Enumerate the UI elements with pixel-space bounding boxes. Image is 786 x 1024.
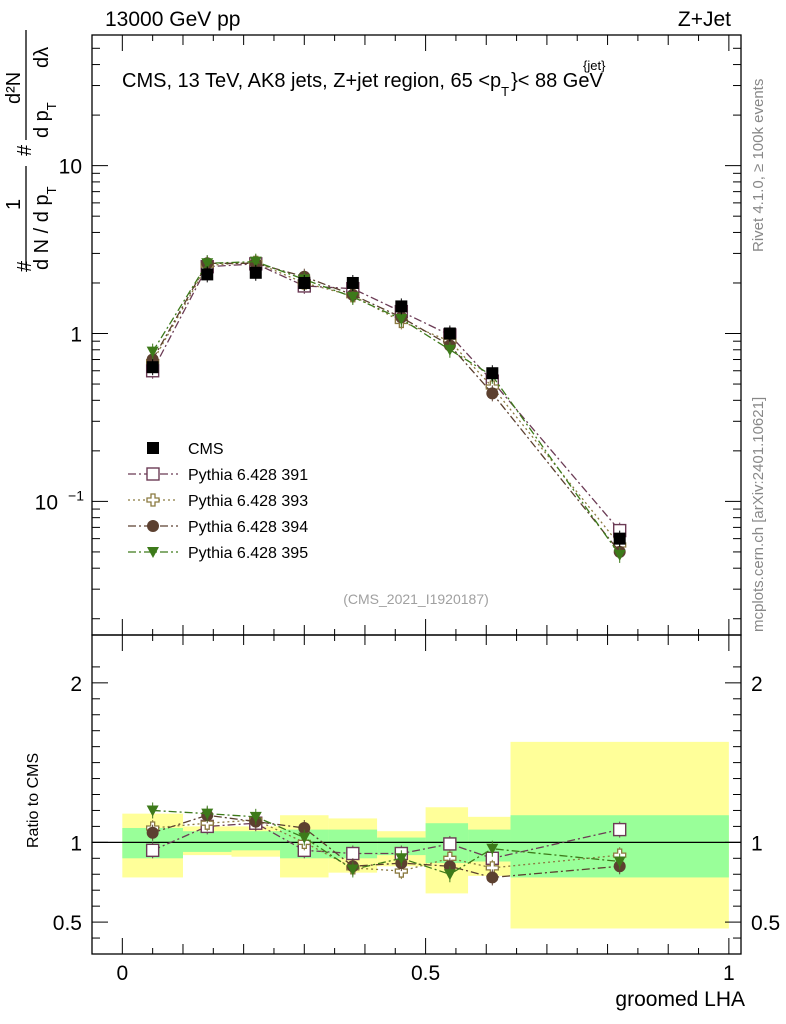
mcplots-label: mcplots.cern.ch [arXiv:2401.10621] bbox=[750, 397, 767, 632]
main-title: CMS, 13 TeV, AK8 jets, Z+jet region, 65 … bbox=[122, 70, 603, 99]
main-y-tick-label: 1 bbox=[70, 324, 82, 347]
legend: CMS Pythia 6.428 391 Pythia 6.428 393 Pythi… bbox=[128, 441, 308, 562]
ratio-data-point bbox=[249, 811, 262, 823]
uncertainty-band-inner bbox=[182, 831, 232, 852]
ratio-ylabel: Ratio to CMS bbox=[25, 753, 42, 848]
ylabel-one: 1 bbox=[3, 199, 25, 210]
ratio-y-tick-label-right: 1 bbox=[751, 832, 763, 855]
ratio-data-point bbox=[612, 822, 627, 837]
main-series-cms bbox=[146, 264, 626, 547]
ratio-data-point bbox=[146, 805, 159, 817]
legend-marker bbox=[147, 520, 159, 532]
ratio-y-tick-label-left: 2 bbox=[70, 673, 82, 696]
ylabel-hash2: # bbox=[14, 144, 36, 156]
main-data-point bbox=[201, 258, 214, 270]
header-left: 13000 GeV pp bbox=[105, 8, 240, 31]
main-data-point bbox=[486, 367, 499, 380]
main-data-point bbox=[613, 549, 626, 561]
main-panel: 10 1 10 −1 bbox=[35, 34, 741, 635]
ratio-data-point bbox=[145, 843, 160, 858]
ratio-data-point bbox=[298, 832, 311, 844]
main-data-point bbox=[486, 387, 499, 400]
main-data-point bbox=[201, 268, 214, 281]
rivet-label: Rivet 4.1.0, ≥ 100k events bbox=[750, 79, 767, 252]
ratio-data-point bbox=[395, 853, 408, 865]
ratio-data-point bbox=[443, 869, 456, 881]
ratio-data-point bbox=[486, 871, 499, 884]
uncertainty-band-inner bbox=[231, 831, 281, 851]
ylabel-hash1: # bbox=[14, 260, 36, 272]
ratio-panel: 0 0.5 1 2 2 1 1 0.5 0.5 bbox=[53, 635, 780, 985]
ratio-y-tick-label-right: 2 bbox=[751, 673, 763, 696]
ylabel-denom: d N / d pT bbox=[31, 186, 59, 270]
ylabel-dlambda: dλ bbox=[31, 47, 53, 68]
ylabel-dpt: d pT bbox=[31, 102, 59, 138]
ratio-y-tick-label-right: 0.5 bbox=[751, 912, 780, 935]
main-series-line bbox=[152, 260, 621, 556]
legend-marker bbox=[147, 547, 159, 558]
ylabel-d2n: d²N bbox=[3, 72, 25, 104]
main-data-point bbox=[146, 361, 159, 374]
ratio-data-point bbox=[613, 856, 626, 868]
main-data-point bbox=[249, 256, 262, 268]
ratio-data-point bbox=[346, 846, 360, 861]
main-data-point bbox=[249, 266, 262, 279]
main-ylabel: # 1 d N / d pT # d²N d pT dλ bbox=[3, 30, 59, 272]
main-y-tick-label: 10 bbox=[35, 491, 58, 514]
legend-marker bbox=[147, 442, 159, 454]
main-data-point bbox=[395, 300, 408, 313]
x-tick-label: 0 bbox=[116, 962, 128, 985]
ratio-data-point bbox=[443, 837, 457, 851]
main-data-point bbox=[443, 344, 456, 356]
ratio-panel-frame bbox=[91, 634, 742, 955]
ratio-data-point bbox=[486, 843, 499, 855]
main-series-line bbox=[152, 263, 621, 532]
ratio-y-tick-label-left: 0.5 bbox=[53, 912, 82, 935]
main-data-point bbox=[395, 314, 408, 326]
main-data-point bbox=[346, 292, 359, 304]
legend-label: Pythia 6.428 391 bbox=[188, 467, 308, 484]
main-title-superscript: {jet} bbox=[583, 58, 606, 73]
legend-marker bbox=[146, 493, 160, 507]
analysis-watermark: (CMS_2021_I1920187) bbox=[343, 591, 489, 607]
main-series-pythia-6-428-394 bbox=[146, 255, 626, 560]
legend-label: Pythia 6.428 395 bbox=[188, 545, 308, 562]
main-series-line bbox=[152, 261, 621, 546]
main-y-tick-label: 10 bbox=[59, 156, 82, 179]
legend-label: CMS bbox=[188, 441, 224, 458]
main-series-pythia-6-428-395 bbox=[146, 253, 626, 563]
main-data-point bbox=[146, 346, 159, 358]
legend-marker bbox=[146, 467, 160, 481]
ratio-series-line bbox=[152, 814, 620, 879]
ratio-series-pythia-6-428-395 bbox=[146, 802, 626, 883]
main-data-point bbox=[613, 532, 626, 545]
main-y-tick-label-exponent: −1 bbox=[68, 487, 84, 503]
main-data-point bbox=[443, 327, 456, 340]
main-data-point bbox=[298, 276, 311, 289]
header-right: Z+Jet bbox=[678, 8, 731, 31]
ratio-series-pythia-6-428-394 bbox=[146, 807, 626, 886]
x-axis-label: groomed LHA bbox=[615, 988, 745, 1011]
ratio-data-point bbox=[346, 864, 359, 876]
main-data-point bbox=[346, 276, 359, 289]
legend-label: Pythia 6.428 394 bbox=[188, 519, 308, 536]
ratio-data-point bbox=[146, 826, 159, 839]
ratio-data-point bbox=[201, 808, 214, 820]
x-tick-label: 0.5 bbox=[411, 962, 440, 985]
ratio-y-tick-label-left: 1 bbox=[70, 832, 82, 855]
ratio-data-point bbox=[298, 821, 311, 834]
x-tick-label: 1 bbox=[723, 962, 735, 985]
legend-label: Pythia 6.428 393 bbox=[188, 493, 308, 510]
